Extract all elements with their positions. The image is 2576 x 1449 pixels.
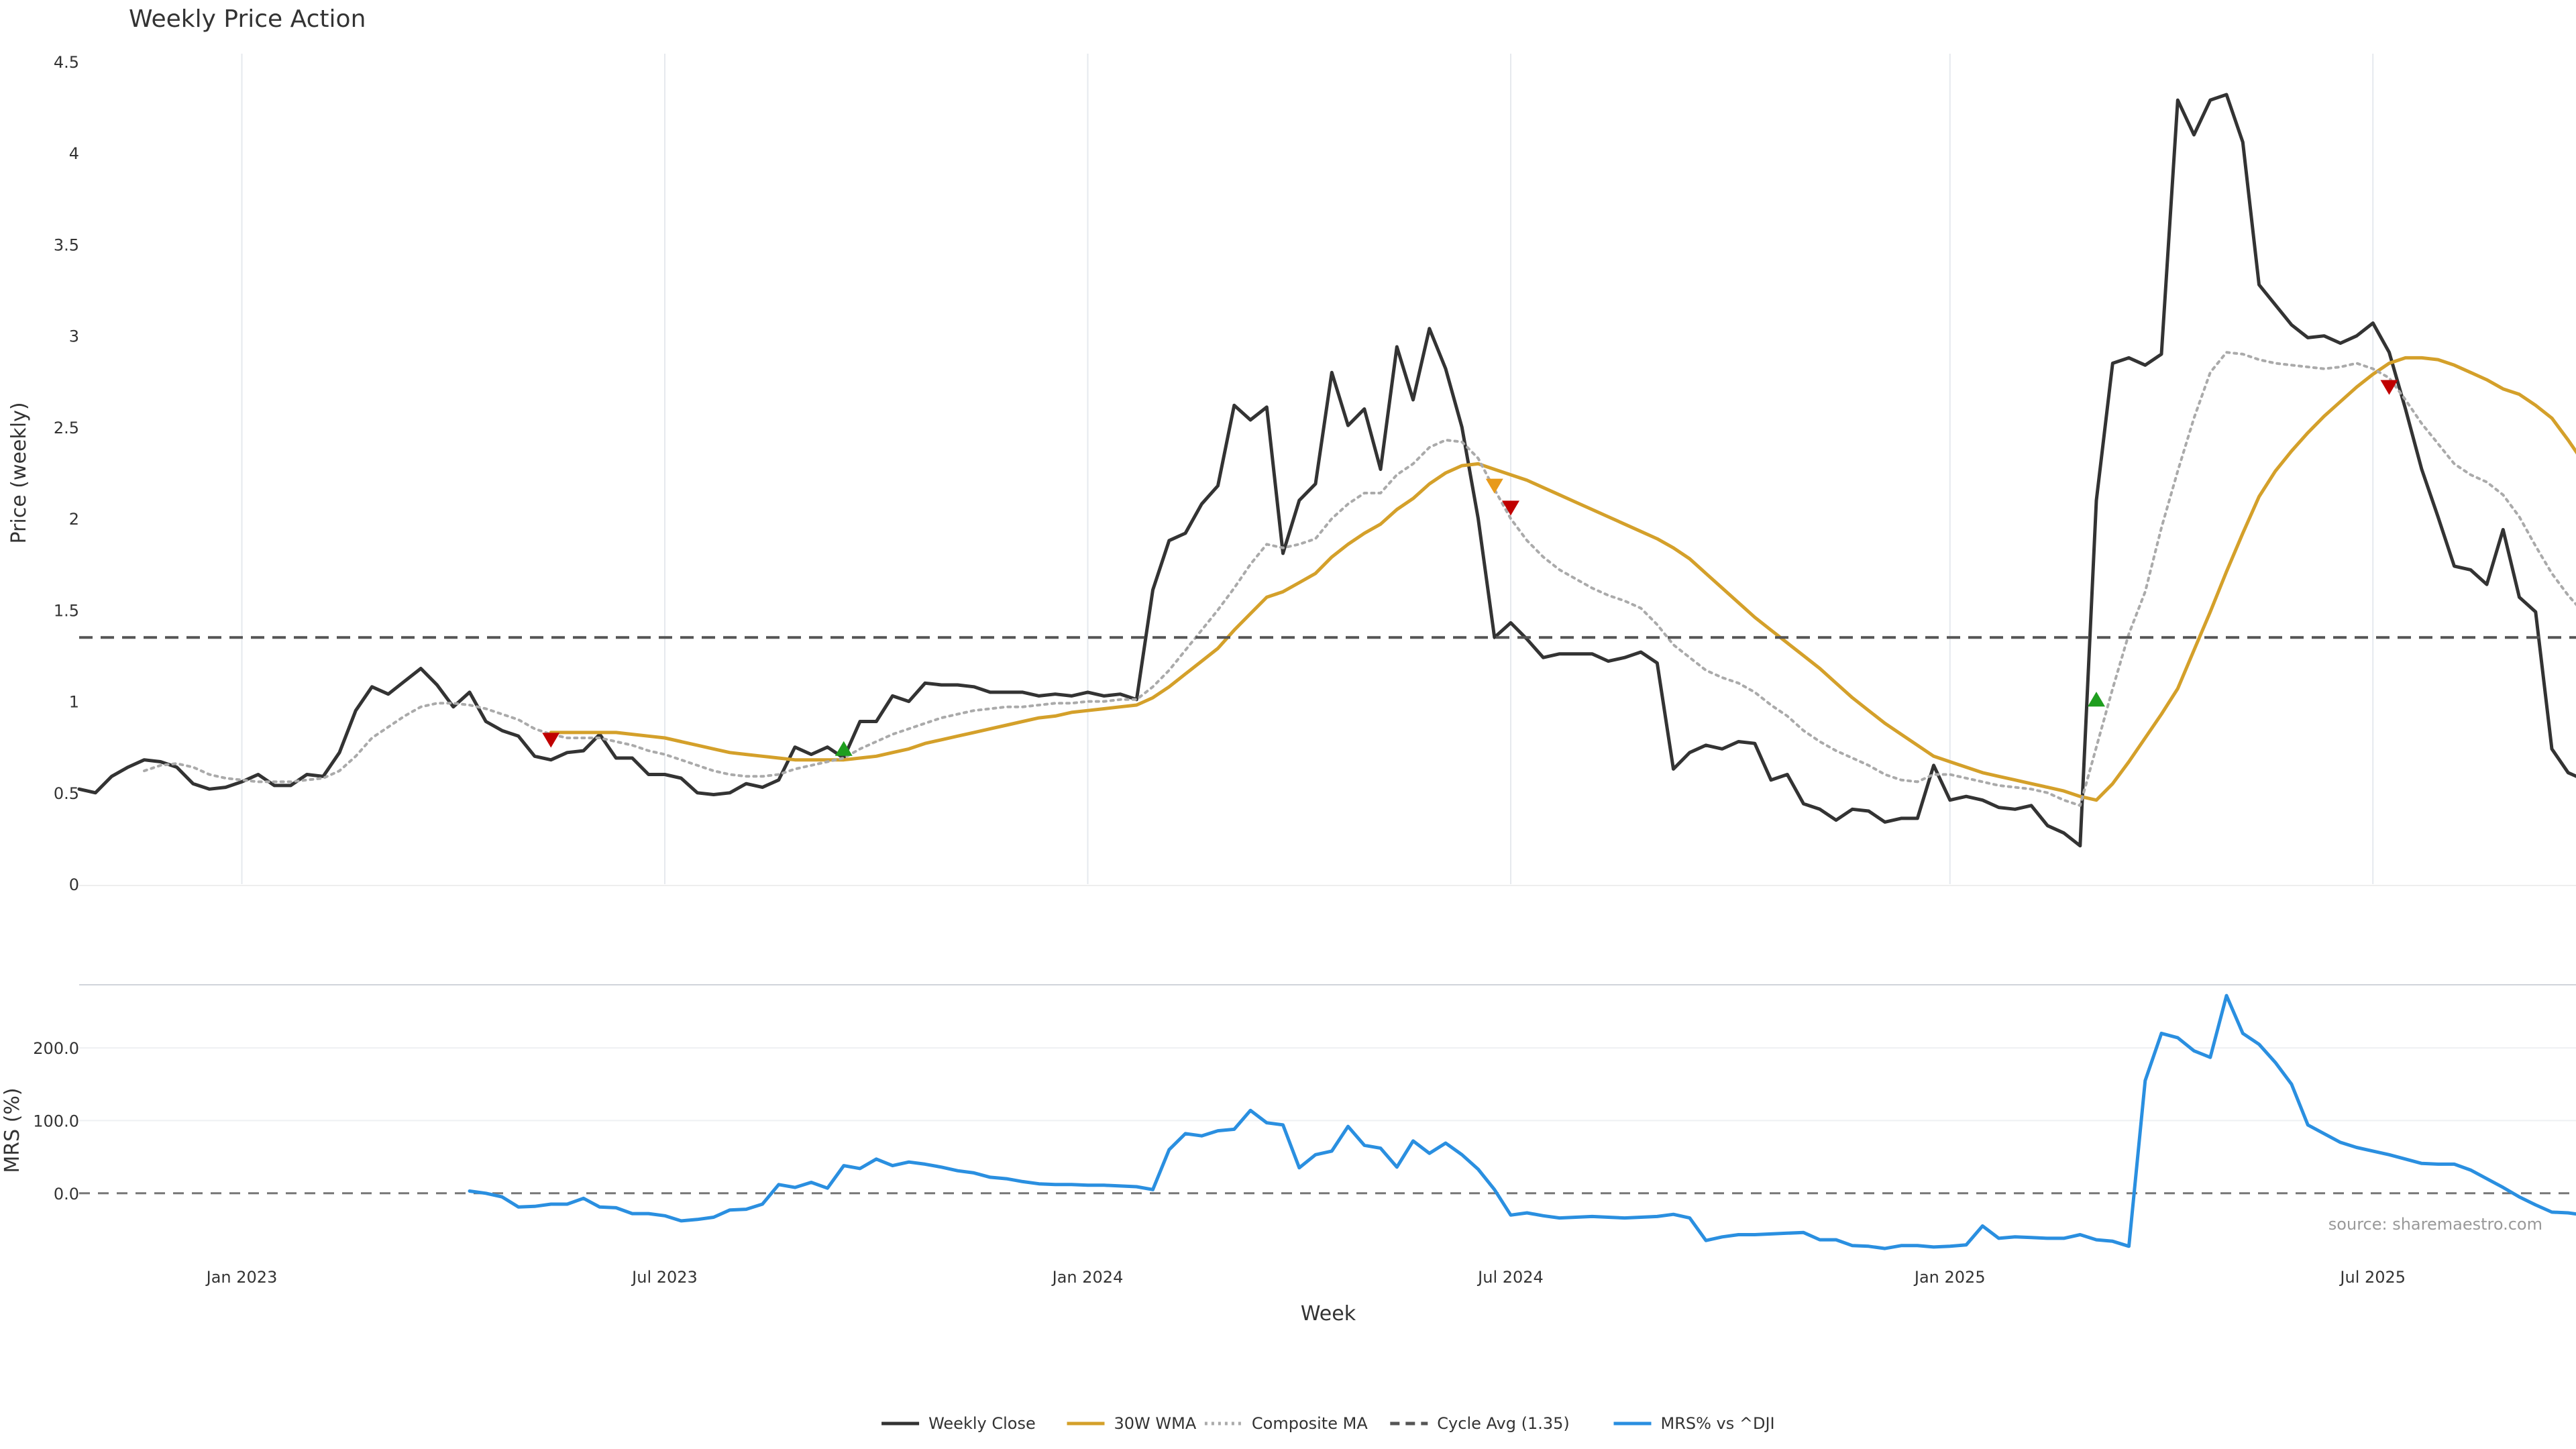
x-tick-label: Jan 2024 (1051, 1268, 1124, 1287)
price-tick-label: 4.5 (54, 53, 79, 72)
price-tick-label: 2.5 (54, 419, 79, 437)
series-weekly-close-line (77, 93, 2576, 848)
mrs-tick-label: 200.0 (33, 1039, 79, 1058)
price-tick-label: 0 (69, 875, 79, 894)
price-tick-label: 4 (69, 144, 79, 163)
legend-item-label: Cycle Avg (1.35) (1437, 1414, 1569, 1433)
mrs-panel: 0.0 100.0 200.0 MRS (%) Jan 2023 Jul 2023 Jan … (1, 984, 2576, 1326)
legend-item-label: 30W WMA (1114, 1414, 1197, 1433)
price-panel: 0 0.5 1 1.5 2 2.5 3 3.5 4 4.5 Price (weekly) (7, 53, 2576, 894)
x-tick-label: Jul 2025 (2339, 1268, 2406, 1287)
buy-signal-marker (2088, 692, 2105, 707)
price-tick-label: 3 (69, 327, 79, 346)
sell-signal-marker (542, 733, 560, 748)
x-tick-label: Jan 2023 (205, 1268, 278, 1287)
price-tick-label: 2 (69, 510, 79, 529)
price-tick-label: 1 (69, 693, 79, 712)
mrs-tick-label: 0.0 (54, 1185, 79, 1203)
series-30w-wma-line (549, 356, 2576, 802)
legend-item-label: Composite MA (1252, 1414, 1368, 1433)
price-tick-label: 1.5 (54, 601, 79, 620)
price-tick-label: 3.5 (54, 235, 79, 254)
chart-title: Weekly Price Action (129, 5, 366, 33)
series-mrs-line (468, 994, 2576, 1250)
legend-item-label: MRS% vs ^DJI (1661, 1414, 1775, 1433)
price-tick-label: 0.5 (54, 784, 79, 803)
x-tick-label: Jul 2023 (631, 1268, 698, 1287)
mrs-y-axis-label: MRS (%) (1, 1087, 24, 1173)
x-axis-label: Week (1301, 1302, 1356, 1326)
legend: Weekly Close 30W WMA Composite MA Cycle Avg… (881, 1414, 1775, 1433)
sell-signal-marker (1502, 500, 1519, 516)
caution-signal-marker (1485, 478, 1503, 494)
series-composite-ma-line (143, 351, 2576, 807)
buy-signal-marker (835, 741, 853, 756)
x-tick-label: Jul 2024 (1477, 1268, 1544, 1287)
mrs-tick-label: 100.0 (33, 1112, 79, 1130)
sell-signal-marker (2380, 380, 2398, 395)
price-y-axis-label: Price (weekly) (7, 402, 31, 543)
source-note: source: sharemaestro.com (2328, 1215, 2542, 1234)
x-tick-label: Jan 2025 (1913, 1268, 1986, 1287)
legend-item-label: Weekly Close (928, 1414, 1036, 1433)
